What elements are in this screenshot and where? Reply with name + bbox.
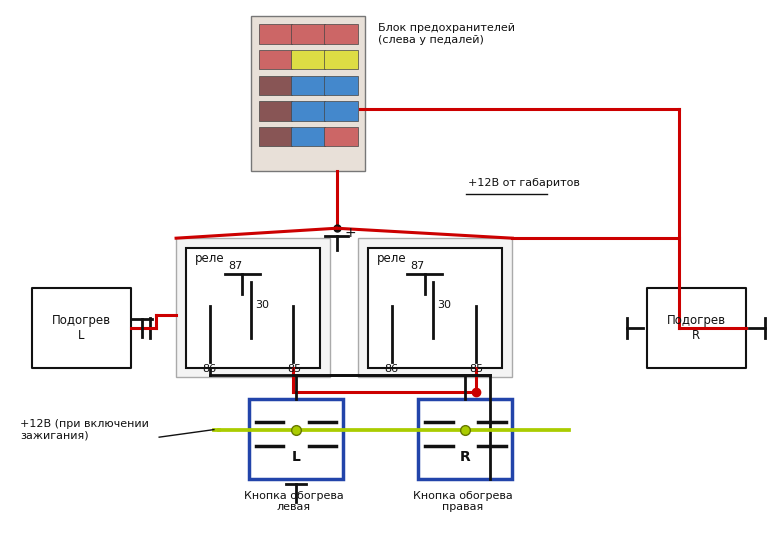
Bar [176,238,331,377]
Bar [258,127,293,147]
Text: 87: 87 [229,261,243,271]
Bar [258,101,293,121]
Text: +: + [345,226,356,240]
Bar [249,399,343,479]
Bar [324,24,358,44]
Bar [292,101,325,121]
Bar [258,24,293,44]
Text: 85: 85 [470,364,484,374]
Bar [292,127,325,147]
Text: 86: 86 [202,364,216,374]
Bar [358,238,513,377]
Text: +12В (при включении
зажигания): +12В (при включении зажигания) [20,419,149,441]
Text: Подогрев
L: Подогрев L [52,314,111,342]
Bar [292,24,325,44]
Text: L: L [292,450,300,464]
Bar [324,75,358,95]
Text: реле: реле [195,252,225,265]
Text: R: R [460,450,471,464]
Bar [418,399,513,479]
Bar [292,75,325,95]
Bar [292,50,325,69]
Text: 86: 86 [384,364,398,374]
Text: +12В от габаритов: +12В от габаритов [468,178,580,189]
Text: 30: 30 [437,300,451,310]
Bar [324,101,358,121]
Bar [324,50,358,69]
Bar [368,248,503,368]
Text: реле: реле [377,252,407,265]
Bar [258,50,293,69]
Bar [32,288,131,368]
Bar [324,127,358,147]
Text: Кнопка обогрева
левая: Кнопка обогрева левая [244,491,343,513]
Text: 30: 30 [255,300,269,310]
Bar [258,75,293,95]
Text: 85: 85 [288,364,302,374]
Bar [647,288,746,368]
Bar [186,248,321,368]
Text: Кнопка обогрева
правая: Кнопка обогрева правая [413,491,513,513]
Text: Блок предохранителей
(слева у педалей): Блок предохранителей (слева у педалей) [378,24,515,45]
Text: Подогрев
R: Подогрев R [667,314,726,342]
Bar [251,16,365,171]
Text: 87: 87 [411,261,425,271]
